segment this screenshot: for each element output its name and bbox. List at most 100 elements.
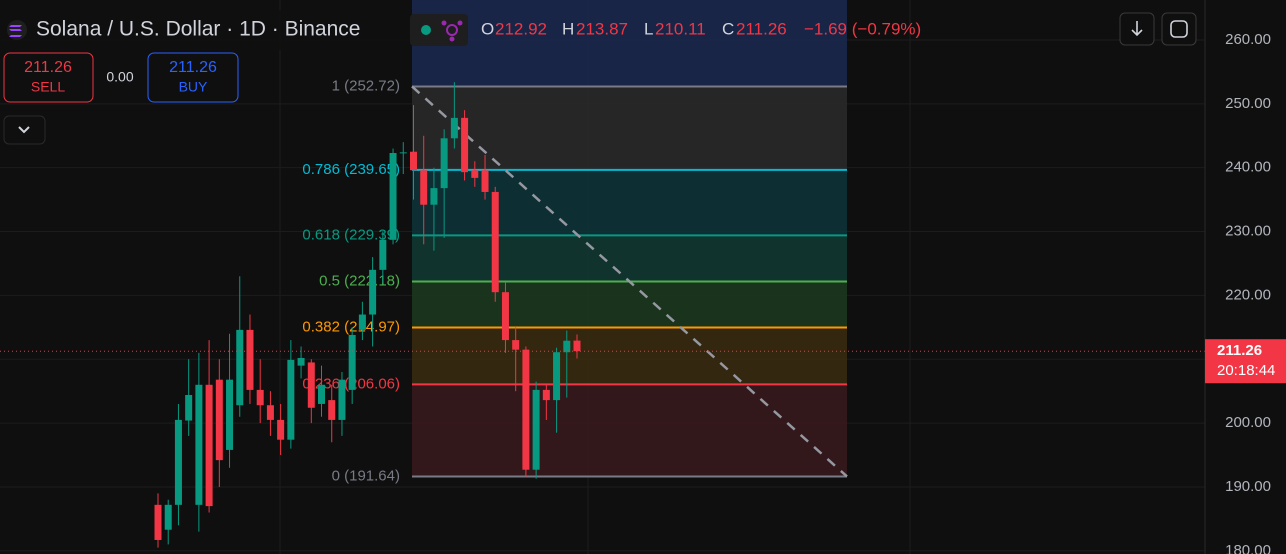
price-axis: 180.00190.00200.00210.00220.00230.00240.… <box>1205 31 1286 554</box>
candle-body <box>185 395 193 421</box>
fib-band <box>412 235 847 282</box>
candle-body <box>369 269 377 315</box>
candle-body <box>430 188 438 205</box>
fx-icon-dot <box>457 20 463 26</box>
fib-band <box>412 169 847 236</box>
candles <box>154 82 581 548</box>
fib-level-label: 0 (191.64) <box>332 467 400 484</box>
candle-body <box>481 170 489 192</box>
sell-button[interactable] <box>3 52 94 103</box>
candle-body <box>471 170 479 178</box>
symbol-icon <box>7 20 27 40</box>
y-tick-label: 190.00 <box>1225 478 1271 495</box>
candle-body <box>563 340 571 353</box>
candle-body <box>154 504 162 540</box>
fib-band <box>412 384 847 477</box>
buy-price: 211.26 <box>169 59 217 76</box>
ohlc-label: L <box>644 19 653 38</box>
candle-body <box>174 419 182 505</box>
candle-body <box>461 117 469 173</box>
candle-body <box>440 138 448 189</box>
candle-body <box>318 384 326 404</box>
countdown-label: 20:18:44 <box>1217 362 1275 379</box>
fullscreen-button[interactable] <box>1161 12 1197 46</box>
chart-title: Solana / U.S. Dollar · 1D · Binance <box>36 18 360 41</box>
fib-level-label: 0.382 (214.97) <box>302 318 400 335</box>
spread: 0.00 <box>106 69 133 85</box>
fx-icon <box>441 20 463 42</box>
fx-icon-ring <box>446 24 458 36</box>
last-price-tag <box>1205 339 1286 384</box>
collapse-button[interactable] <box>3 115 46 145</box>
last-price-label: 211.26 <box>1217 342 1262 359</box>
candle-body <box>379 239 387 270</box>
candle-body <box>389 152 397 240</box>
candle-body <box>226 379 234 450</box>
candle-body <box>512 340 520 350</box>
ohlc-label: O <box>481 19 494 38</box>
candle-body <box>450 117 458 139</box>
fib-level-label: 0.786 (239.65) <box>302 161 400 178</box>
candle-body <box>328 400 336 420</box>
candle-body <box>205 384 213 507</box>
ohlc-value: 212.92 <box>495 19 547 38</box>
fib-level-label: 1 (252.72) <box>332 77 400 94</box>
candle-body <box>573 340 581 352</box>
ohlc-label: H <box>562 19 574 38</box>
fib-band <box>412 86 847 170</box>
fib-band <box>412 327 847 385</box>
candle-body <box>409 151 417 171</box>
change: −1.69 (−0.79%) <box>804 19 921 38</box>
chevron-icon <box>18 126 30 134</box>
header-bg <box>0 10 410 50</box>
candle-body <box>542 389 550 401</box>
y-tick-label: 220.00 <box>1225 286 1271 303</box>
y-tick-label: 230.00 <box>1225 223 1271 240</box>
candle-body <box>215 379 223 461</box>
candle-body <box>491 191 499 293</box>
candle-body <box>164 504 172 530</box>
candle-body <box>287 359 295 440</box>
fx-icon-dot <box>449 36 455 42</box>
candle-body <box>195 384 203 505</box>
ohlc-value: 213.87 <box>576 19 628 38</box>
candle-body <box>277 419 285 440</box>
ohlc-label: C <box>722 19 734 38</box>
candle-body <box>256 389 264 406</box>
candle-body <box>522 349 530 470</box>
sell-price: 211.26 <box>24 59 72 76</box>
fullscreen-icon <box>1170 20 1188 38</box>
buy-label: BUY <box>179 79 208 95</box>
price-axis-panel <box>1205 0 1286 554</box>
ohlc-value: 210.11 <box>655 19 706 38</box>
candle-body <box>553 352 561 401</box>
candle-body <box>348 334 356 390</box>
ohlc-value: 211.26 <box>736 19 787 38</box>
y-tick-label: 240.00 <box>1225 159 1271 176</box>
fib-level-label: 0.5 (222.18) <box>319 272 400 289</box>
fib-trend-line <box>411 85 848 478</box>
candle-body <box>236 329 244 406</box>
fib-level-label: 0.618 (229.39) <box>302 226 400 243</box>
y-tick-label: 180.00 <box>1225 542 1271 554</box>
arrow-down-icon <box>1131 21 1143 37</box>
candle-body <box>338 379 346 420</box>
candle-body <box>246 329 254 390</box>
y-tick-label: 260.00 <box>1225 31 1271 48</box>
fx-icon-dot <box>441 20 447 26</box>
fib-band <box>412 281 847 328</box>
candle-body <box>297 357 305 366</box>
icon-glyph <box>9 25 22 37</box>
candle-body <box>532 389 540 470</box>
candle-body <box>399 152 407 154</box>
candle-body <box>358 314 366 330</box>
market-status-dot <box>421 25 431 35</box>
candle-body <box>307 362 315 408</box>
candle-body <box>501 292 509 341</box>
candle-body <box>266 405 274 420</box>
sell-label: SELL <box>31 79 65 95</box>
y-tick-label: 200.00 <box>1225 414 1271 431</box>
indicator-pill[interactable] <box>410 14 468 46</box>
buy-button[interactable] <box>147 52 239 103</box>
